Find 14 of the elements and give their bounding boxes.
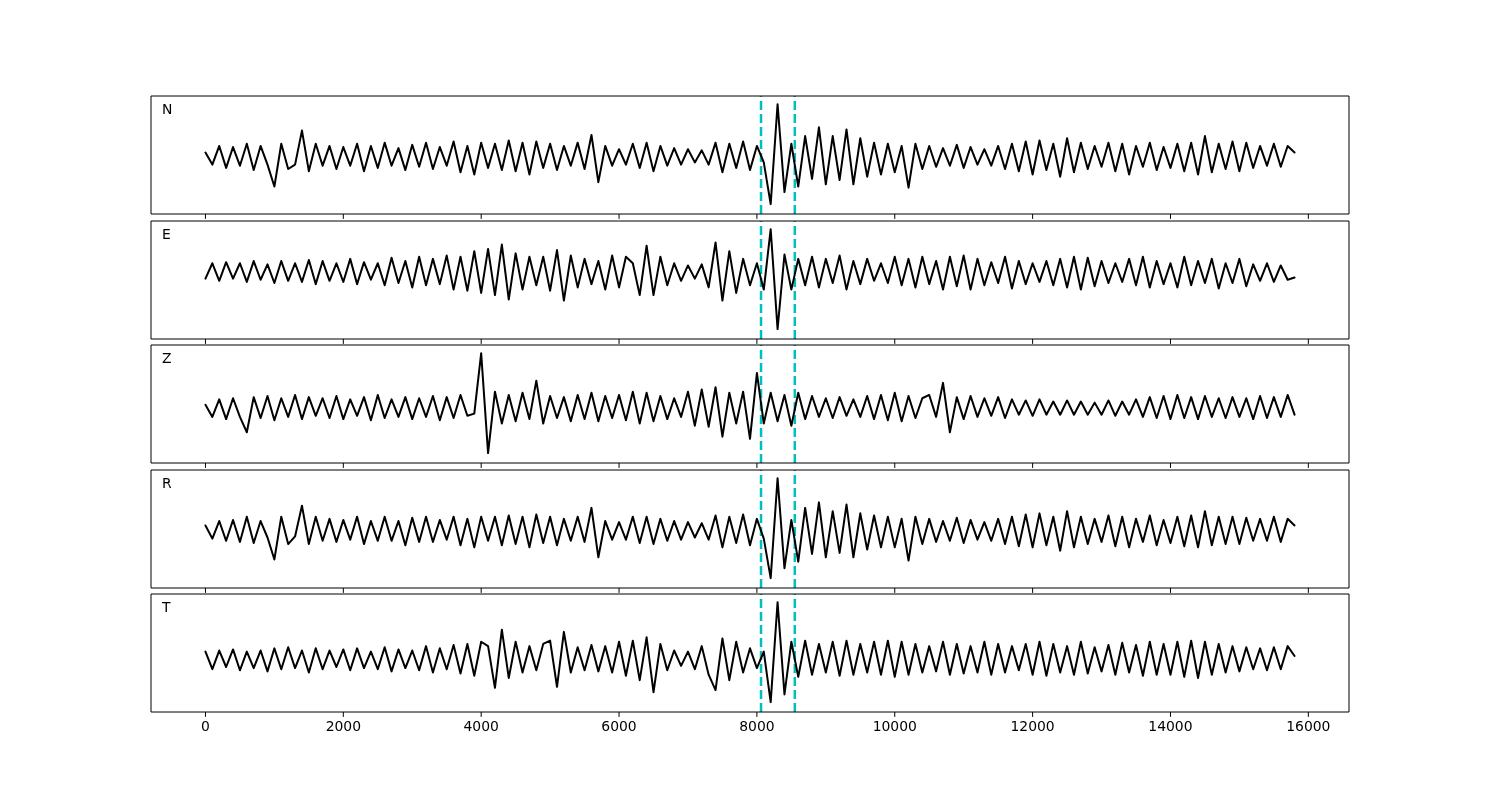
annotation: N <box>162 101 173 117</box>
x-tick-label: 16000 <box>1286 717 1331 734</box>
annotation: R <box>162 474 172 491</box>
x-tick-label: 4000 <box>463 717 499 734</box>
x-tick-label: 0 <box>201 717 210 734</box>
x-tick-label: 8000 <box>739 717 775 734</box>
x-tick-label: 12000 <box>1010 717 1055 734</box>
x-tick-label: 2000 <box>325 717 361 734</box>
x-tick-label: 10000 <box>872 717 917 734</box>
annotation: Z <box>162 350 172 366</box>
annotation: E <box>162 225 171 242</box>
x-tick-label: 6000 <box>601 717 637 734</box>
annotation: T <box>162 599 171 615</box>
x-tick-label: 14000 <box>1148 717 1193 734</box>
